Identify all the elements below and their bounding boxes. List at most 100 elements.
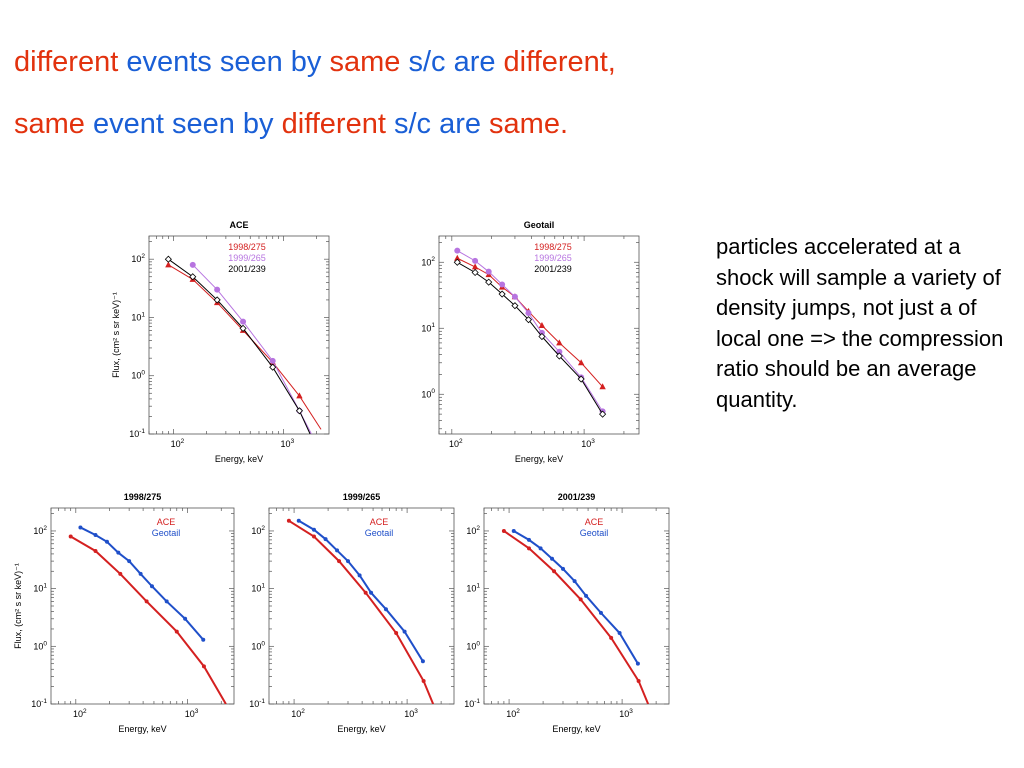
chart-group: 2001/239 102 103 10-1 100 101 102 Energy, keV AC… [464, 492, 670, 734]
headline-word: different, [503, 46, 616, 78]
data-point [369, 590, 374, 595]
y-tick-label: 101 [466, 583, 480, 594]
headline-word: different [14, 46, 127, 78]
data-point-diamond [269, 363, 277, 371]
data-point [578, 597, 583, 602]
data-point [174, 629, 179, 634]
data-point-circle [511, 293, 518, 300]
data-point [149, 584, 154, 589]
legend-entry: 1999/265 [228, 253, 266, 263]
chart-geotail: Geotail 102 103 100 101 102 Energy, keV 1998/27… [421, 220, 640, 464]
chart-title: ACE [229, 220, 248, 230]
x-tick-label: 102 [449, 438, 463, 449]
x-axis-label: Energy, keV [337, 724, 385, 734]
y-tick-label: 100 [421, 388, 435, 399]
x-tick-label: 103 [185, 708, 199, 719]
data-point [609, 635, 614, 640]
data-point [394, 631, 399, 636]
data-point-diamond [555, 352, 563, 360]
series-line [457, 257, 603, 388]
data-point-diamond [164, 255, 172, 263]
data-point [636, 679, 641, 684]
data-point [420, 659, 425, 664]
data-point-diamond [599, 410, 607, 418]
chart-title: Geotail [524, 220, 555, 230]
series-line [457, 250, 604, 412]
chart-group: ACE 102 103 10-1 100 101 102 Energy, keV Flux, (… [111, 220, 330, 464]
x-tick-label: 103 [581, 438, 595, 449]
headline-word: same [329, 46, 409, 78]
data-point [296, 518, 301, 523]
data-point [286, 518, 291, 523]
y-tick-label: 100 [466, 640, 480, 651]
data-point [127, 559, 132, 564]
data-point-circle [485, 268, 492, 275]
chart-ace: ACE 102 103 10-1 100 101 102 Energy, keV Flux, (… [111, 220, 330, 464]
data-point [538, 546, 543, 551]
y-tick-label: 102 [466, 525, 480, 536]
y-tick-label: 102 [131, 253, 145, 264]
data-point [511, 528, 516, 533]
data-point [183, 616, 188, 621]
data-point-triangle [599, 383, 606, 390]
data-point-diamond [453, 258, 461, 266]
x-tick-label: 102 [171, 438, 185, 449]
legend-entry: 1999/265 [534, 253, 572, 263]
x-axis-label: Energy, keV [118, 724, 166, 734]
data-point [68, 534, 73, 539]
data-point [311, 534, 316, 539]
data-point [357, 573, 362, 578]
data-point-diamond [538, 332, 546, 341]
data-point [572, 579, 577, 584]
data-point [78, 525, 83, 530]
data-point [402, 629, 407, 634]
plot-frame [268, 507, 455, 705]
plot-area [68, 525, 227, 704]
y-tick-label: 10-1 [31, 698, 47, 709]
data-point-circle [189, 261, 196, 268]
data-point-circle [269, 357, 276, 364]
chart-title: 1998/275 [124, 492, 162, 502]
data-point-circle [525, 310, 532, 317]
y-tick-label: 102 [251, 525, 265, 536]
data-point [561, 566, 566, 571]
data-point [552, 569, 557, 574]
headline-word: same [14, 108, 93, 140]
plot-area [286, 518, 435, 704]
legend-entry: 2001/239 [228, 264, 266, 274]
data-point-diamond [471, 268, 479, 277]
legend-entry: Geotail [152, 528, 181, 538]
headline-word: event seen by [92, 108, 282, 140]
headline-line-2: same event seen by different s/c are sam… [14, 108, 568, 141]
data-point-diamond [498, 290, 506, 298]
data-point [201, 664, 206, 669]
chart-2001-239: 2001/239 102 103 10-1 100 101 102 Energy, keV AC… [464, 492, 670, 734]
chart-1999-265: 1999/265 102 103 10-1 100 101 102 Energy, keV AC… [249, 492, 455, 734]
chart-1998-275: 1998/275 102 103 10-1 100 101 102 Energy, keV Fl… [13, 492, 235, 734]
chart-group: Geotail 102 103 100 101 102 Energy, keV 1998/27… [421, 220, 640, 464]
data-point-diamond [189, 273, 197, 281]
data-point-diamond [213, 296, 221, 304]
chart-group: 1999/265 102 103 10-1 100 101 102 Energy, keV AC… [249, 492, 455, 734]
headline-word: same. [489, 108, 569, 140]
data-point-circle [240, 318, 247, 325]
legend-entry: ACE [370, 517, 389, 527]
data-point [311, 527, 316, 532]
data-point-diamond [485, 278, 493, 286]
data-point [335, 548, 340, 553]
series-line [79, 526, 205, 641]
legend-entry: ACE [585, 517, 604, 527]
legend-entry: Geotail [365, 528, 394, 538]
data-point [118, 571, 123, 576]
data-point [104, 539, 109, 544]
data-point-circle [499, 281, 506, 288]
y-axis-label: Flux, (cm² s sr keV)⁻¹ [13, 563, 23, 649]
data-point [635, 661, 640, 666]
headline-line-1: different events seen by same s/c are di… [14, 46, 616, 79]
data-point [138, 571, 143, 576]
data-point [116, 550, 121, 555]
plot-area [164, 255, 322, 434]
x-tick-label: 103 [404, 708, 418, 719]
y-tick-label: 101 [131, 311, 145, 322]
series-line [513, 530, 639, 665]
